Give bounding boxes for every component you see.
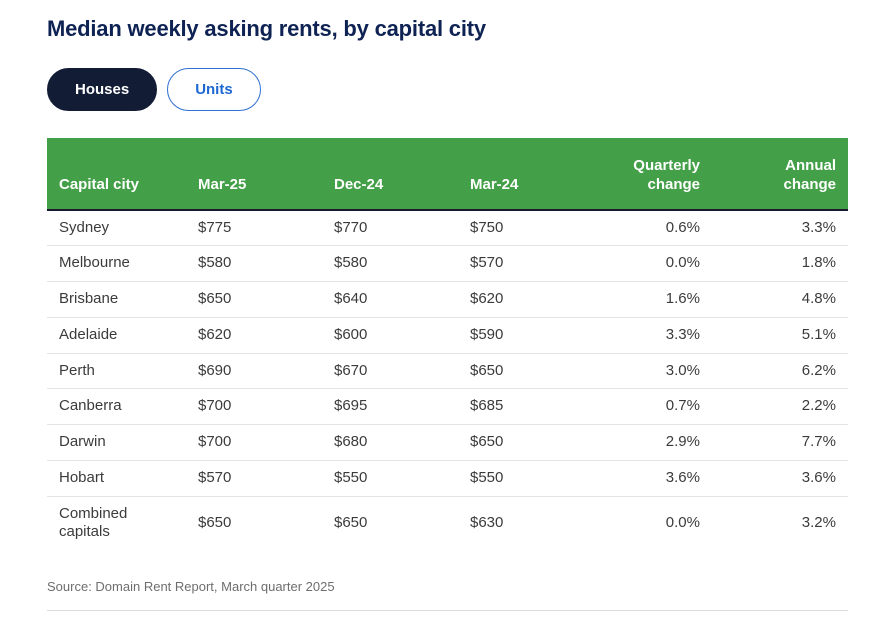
column-header: Dec-24 (322, 138, 458, 211)
table-row: Perth $690 $670 $650 3.0% 6.2% (47, 353, 848, 390)
value-cell: 1.6% (594, 281, 712, 318)
column-header-label: Dec-24 (334, 175, 384, 193)
value-cell: $650 (458, 424, 594, 461)
value-cell: $690 (186, 353, 322, 390)
value-cell: $650 (198, 514, 232, 532)
table-row: Combined capitals $650 $650 $630 0.0% 3.2% (47, 496, 848, 550)
value-cell: $695 (322, 388, 458, 426)
rent-table-header: Capital city Mar-25 Dec-24 Mar-24 Quarterly … (47, 138, 848, 211)
column-header-label: Quarterly change (633, 157, 700, 193)
value-cell: 7.7% (712, 424, 848, 461)
value-cell: $700 (186, 388, 322, 426)
city-cell: Melbourne (47, 245, 186, 283)
value-cell: 3.6% (712, 460, 848, 497)
table-row: Adelaide $620 $600 $590 3.3% 5.1% (47, 317, 848, 354)
value-cell: $570 (458, 245, 594, 283)
city-cell: Sydney (47, 209, 186, 247)
property-type-toggle: Houses Units (47, 68, 890, 112)
value-cell: $550 (458, 460, 594, 497)
value-cell: $620 (186, 317, 322, 354)
value-cell: 0.6% (594, 209, 712, 247)
value-cell: $775 (186, 209, 322, 247)
value-cell: $700 (186, 424, 322, 461)
value-cell: $650 (334, 514, 368, 532)
column-header: Quarterly change (594, 138, 712, 211)
column-header-label: Mar-24 (470, 175, 519, 193)
value-cell: $770 (322, 209, 458, 247)
city-cell: Perth (47, 353, 186, 390)
rent-table-body: Sydney $775 $770 $750 0.6% 3.3% Melbourne $580 $… (47, 209, 848, 551)
column-header: Mar-25 (186, 138, 322, 211)
column-header-label: Capital city (59, 175, 140, 193)
value-cell: $680 (322, 424, 458, 461)
value-cell: $650 (186, 281, 322, 318)
value-cell: $640 (322, 281, 458, 318)
column-header-label: Mar-25 (198, 175, 247, 193)
value-cell: 0.0% (594, 245, 712, 283)
value-cell: 0.7% (594, 388, 712, 426)
bottom-divider (47, 610, 848, 612)
value-cell: $630 (470, 514, 504, 532)
column-header-label: Annual change (783, 157, 836, 193)
value-cell: $580 (186, 245, 322, 283)
value-cell: $750 (458, 209, 594, 247)
tab-houses[interactable]: Houses (47, 68, 158, 112)
value-cell: 3.0% (594, 353, 712, 390)
value-cell: $650 (458, 353, 594, 390)
value-cell: $670 (322, 353, 458, 390)
city-cell: Adelaide (47, 317, 186, 354)
value-cell: 3.3% (594, 317, 712, 354)
value-cell: $550 (322, 460, 458, 497)
table-row: Hobart $570 $550 $550 3.6% 3.6% (47, 460, 848, 497)
header-row: Capital city Mar-25 Dec-24 Mar-24 Quarterly … (47, 138, 848, 211)
city-cell: Darwin (47, 424, 186, 461)
page-title: Median weekly asking rents, by capital c… (47, 16, 486, 41)
value-cell: 3.3% (712, 209, 848, 247)
value-cell: 2.2% (712, 388, 848, 426)
city-cell: Brisbane (47, 281, 186, 318)
value-cell: 2.9% (594, 424, 712, 461)
value-cell: 5.1% (712, 317, 848, 354)
column-header: Mar-24 (458, 138, 594, 211)
column-header: Capital city (47, 138, 186, 211)
value-cell: $590 (458, 317, 594, 354)
rent-table: Capital city Mar-25 Dec-24 Mar-24 Quarterly … (47, 138, 848, 550)
value-cell: 1.8% (712, 245, 848, 283)
city-cell: Canberra (47, 388, 186, 426)
table-row: Brisbane $650 $640 $620 1.6% 4.8% (47, 281, 848, 318)
column-header: Annual change (712, 138, 848, 211)
source-note: Source: Domain Rent Report, March quarte… (47, 579, 335, 595)
value-cell: 0.0% (665, 514, 700, 532)
tab-units[interactable]: Units (167, 68, 261, 112)
value-cell: 6.2% (712, 353, 848, 390)
value-cell: 4.8% (712, 281, 848, 318)
value-cell: 3.2% (801, 514, 836, 532)
table-row: Sydney $775 $770 $750 0.6% 3.3% (47, 209, 848, 247)
value-cell: $570 (186, 460, 322, 497)
value-cell: 3.6% (594, 460, 712, 497)
table-row: Canberra $700 $695 $685 0.7% 2.2% (47, 388, 848, 426)
table-row: Melbourne $580 $580 $570 0.0% 1.8% (47, 245, 848, 283)
value-cell: $600 (322, 317, 458, 354)
table-row: Darwin $700 $680 $650 2.9% 7.7% (47, 424, 848, 461)
value-cell: $620 (458, 281, 594, 318)
city-cell: Hobart (47, 460, 186, 497)
value-cell: $685 (458, 388, 594, 426)
value-cell: $580 (322, 245, 458, 283)
city-cell: Combined capitals (59, 504, 128, 541)
